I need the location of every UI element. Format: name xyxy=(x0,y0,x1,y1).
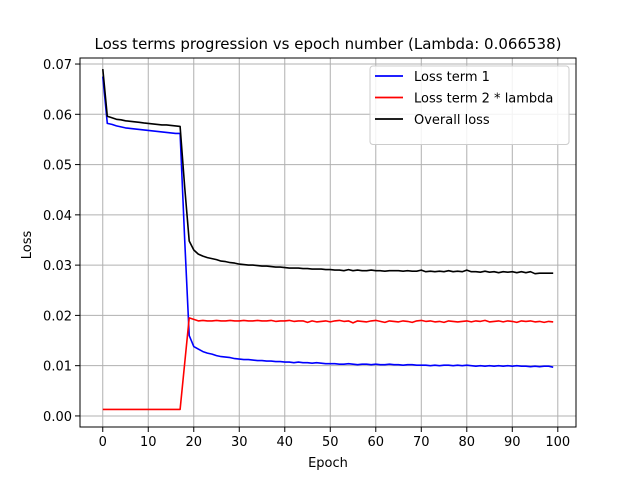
x-tick-label: 90 xyxy=(504,435,521,450)
x-tick-label: 70 xyxy=(413,435,430,450)
chart-title: Loss terms progression vs epoch number (… xyxy=(95,35,562,53)
legend-label: Loss term 2 * lambda xyxy=(414,92,553,107)
y-tick-label: 0.07 xyxy=(43,58,72,73)
x-tick-label: 20 xyxy=(185,435,202,450)
x-tick-label: 0 xyxy=(99,435,107,450)
x-tick-label: 80 xyxy=(459,435,476,450)
x-axis-ticks: 0 10 20 30 40 50 60 70 80 90 100 xyxy=(99,427,570,450)
y-tick-label: 0.01 xyxy=(43,360,72,375)
y-tick-label: 0.00 xyxy=(43,410,72,425)
x-tick-label: 60 xyxy=(368,435,385,450)
y-tick-label: 0.04 xyxy=(43,209,72,224)
y-tick-label: 0.03 xyxy=(43,259,72,274)
legend-box xyxy=(369,65,570,145)
legend-label: Loss term 1 xyxy=(414,70,490,85)
legend: Loss term 1 Loss term 2 * lambda Overall l… xyxy=(369,65,570,145)
x-tick-label: 10 xyxy=(140,435,157,450)
series-line-1 xyxy=(102,76,554,368)
x-tick-label: 50 xyxy=(322,435,339,450)
series-line-2 xyxy=(102,317,554,411)
series-line-3 xyxy=(102,69,554,275)
y-tick-label: 0.05 xyxy=(43,159,72,174)
x-tick-label: 100 xyxy=(545,435,570,450)
y-tick-label: 0.02 xyxy=(43,309,72,324)
plot-frame xyxy=(79,57,577,428)
y-axis-label: Loss xyxy=(20,231,35,260)
x-tick-label: 30 xyxy=(231,435,248,450)
x-axis-label: Epoch xyxy=(308,456,348,471)
legend-label: Overall loss xyxy=(414,113,490,128)
x-tick-label: 40 xyxy=(276,435,293,450)
y-tick-label: 0.06 xyxy=(43,108,72,123)
y-axis-ticks: 0.00 0.01 0.02 0.03 0.04 0.05 0.06 0.07 xyxy=(43,58,80,425)
series-lines xyxy=(102,69,554,411)
